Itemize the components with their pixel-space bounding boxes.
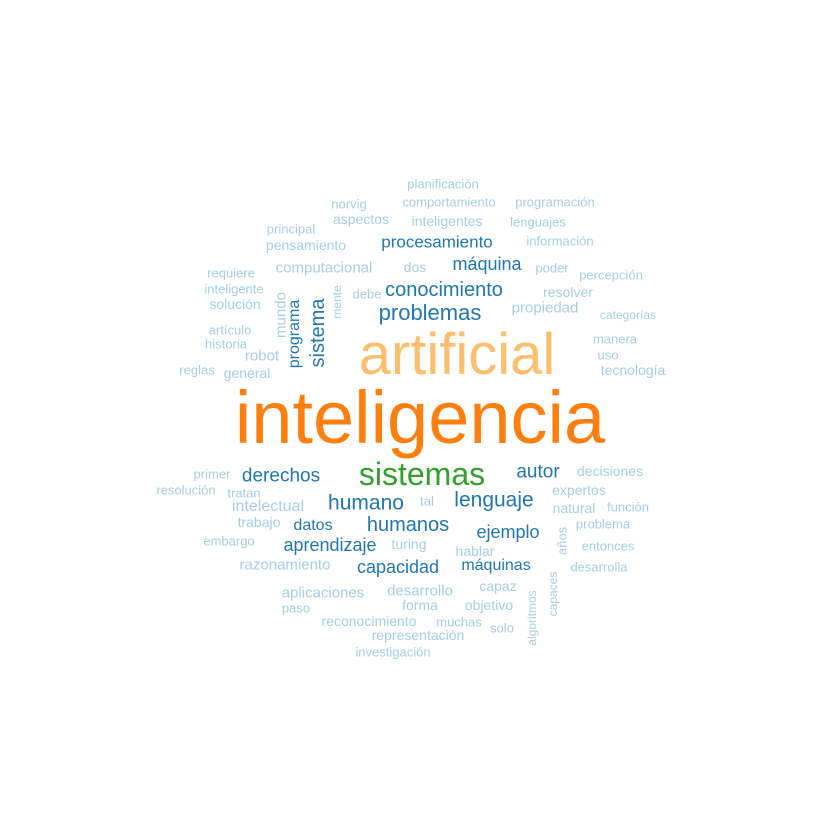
word-debe: debe: [352, 286, 382, 302]
word-aspectos: aspectos: [332, 211, 390, 227]
word-desarrolla: desarrolla: [570, 559, 628, 575]
word-muchas: muchas: [436, 614, 482, 630]
word-tal: tal: [420, 493, 434, 509]
word-conocimiento: conocimiento: [385, 279, 503, 301]
word-aplicaciones: aplicaciones: [281, 584, 365, 602]
word-informacion: información: [526, 233, 594, 249]
word-humano: humano: [328, 491, 404, 515]
word-capacidad: capacidad: [356, 557, 440, 577]
word-reglas: reglas: [179, 362, 215, 378]
word-decisiones: decisiones: [576, 463, 644, 479]
word-historia: historia: [205, 336, 247, 352]
word-poder: poder: [535, 260, 569, 276]
word-mente: mente: [330, 285, 344, 319]
word-dos: dos: [403, 259, 427, 275]
word-lenguajes: lenguajes: [510, 214, 566, 230]
word-inteligente: inteligente: [204, 281, 264, 297]
word-tratan: tratan: [227, 485, 261, 501]
word-primer: primer: [193, 466, 231, 482]
word-inteligencia: inteligencia: [234, 376, 606, 459]
word-datos: datos: [293, 517, 333, 534]
word-expertos: expertos: [552, 482, 606, 498]
word-embargo: embargo: [203, 533, 255, 549]
word-ejemplo: ejemplo: [476, 522, 540, 542]
word-aprendizaje: aprendizaje: [283, 535, 377, 555]
word-intelectual: intelectual: [231, 498, 305, 515]
word-reconocimiento: reconocimiento: [321, 613, 417, 629]
word-algoritmos: algoritmos: [525, 590, 539, 646]
word-sistemas: sistemas: [358, 456, 486, 492]
word-inteligentes: inteligentes: [411, 213, 483, 229]
word-solo: solo: [490, 620, 514, 636]
word-lenguaje: lenguaje: [454, 488, 534, 512]
word-razonamiento: razonamiento: [239, 556, 331, 574]
word-programacion: programación: [515, 194, 595, 210]
word-anos: años: [554, 526, 570, 556]
word-objetivo: objetivo: [464, 597, 514, 613]
word-desarrollo: desarrollo: [387, 582, 453, 600]
word-articulo: artículo: [208, 322, 252, 338]
word-forma: forma: [402, 597, 438, 613]
word-pensamiento: pensamiento: [265, 237, 347, 253]
word-turing: turing: [391, 536, 427, 552]
word-trabajo: trabajo: [237, 514, 281, 530]
word-autor: autor: [516, 461, 560, 483]
word-artificial: artificial: [358, 322, 556, 387]
word-investigacion: investigación: [355, 644, 431, 660]
word-manera: manera: [592, 331, 638, 347]
word-hablar: hablar: [455, 543, 495, 559]
word-representacion: representación: [371, 627, 465, 643]
word-natural: natural: [552, 500, 596, 516]
word-robot: robot: [244, 347, 280, 365]
word-sistema: sistema: [307, 298, 329, 368]
word-comportamiento: comportamiento: [402, 194, 496, 210]
word-resolucion: resolución: [156, 482, 216, 498]
word-mundo: mundo: [272, 292, 290, 338]
word-computacional: computacional: [275, 259, 373, 277]
word-derechos: derechos: [241, 465, 321, 487]
word-problema: problema: [575, 516, 631, 532]
word-categorias: categorías: [599, 308, 657, 322]
word-uso: uso: [597, 347, 619, 363]
word-capaz: capaz: [479, 578, 517, 594]
word-capaces: capaces: [546, 571, 560, 617]
word-principal: principal: [266, 221, 316, 237]
word-procesamiento: procesamiento: [381, 232, 493, 252]
word-requiere: requiere: [207, 265, 255, 281]
word-planificacion: planificación: [407, 176, 479, 192]
word-entonces: entonces: [581, 538, 635, 554]
word-tecnologia: tecnología: [600, 362, 666, 378]
word-maquina: máquina: [452, 254, 522, 274]
word-propiedad: propiedad: [511, 299, 579, 317]
word-solucion: solución: [209, 296, 261, 312]
word-norvig: norvig: [331, 196, 367, 212]
word-maquinas: máquinas: [461, 557, 531, 574]
word-funcion: función: [607, 499, 649, 515]
word-resolver: resolver: [543, 284, 593, 300]
word-humanos: humanos: [366, 514, 450, 536]
word-general: general: [223, 365, 271, 381]
word-problemas: problemas: [378, 300, 482, 325]
word-percepcion: percepción: [579, 267, 643, 283]
word-paso: paso: [281, 600, 311, 616]
